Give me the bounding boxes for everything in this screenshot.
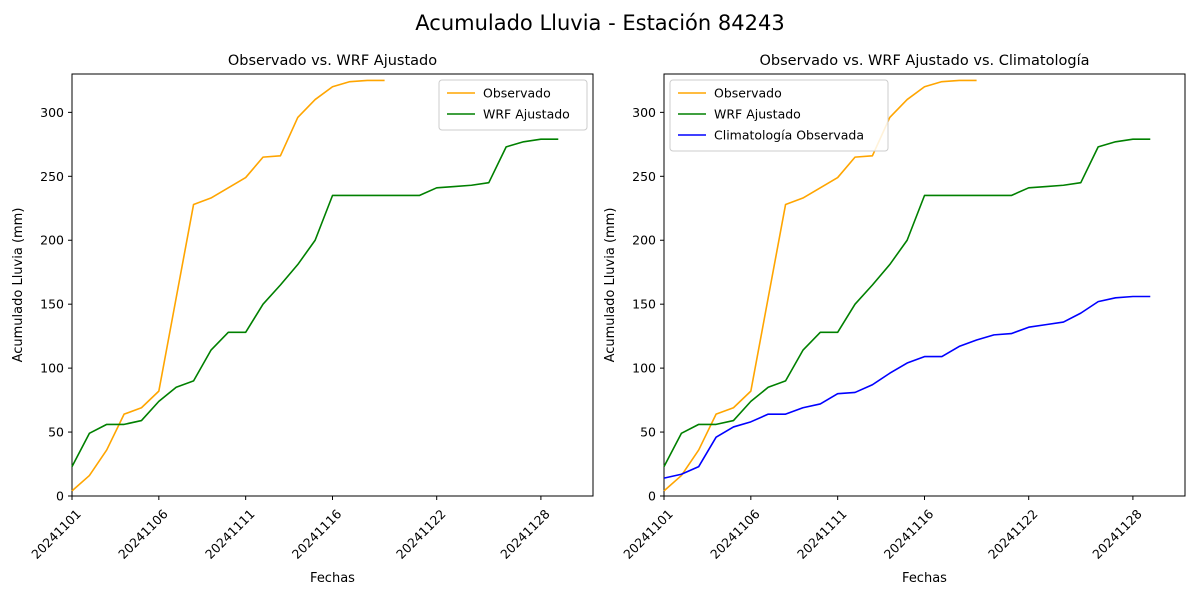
y-tick-label: 250 xyxy=(40,169,64,184)
legend: Observado WRF Ajustado xyxy=(438,79,588,131)
chart-panel-2: Observado vs. WRF Ajustado vs. Climatolo… xyxy=(603,53,1186,586)
chart-panel-1: Observado vs. WRF Ajustado 0 50 100 150 200 25… xyxy=(11,53,594,586)
legend-box xyxy=(669,79,889,152)
x-axis-label: Fechas xyxy=(310,571,355,586)
y-tick-label: 300 xyxy=(40,105,64,120)
y-axis-label: Acumulado Lluvia (mm) xyxy=(603,208,618,363)
y-tick-label: 50 xyxy=(640,425,656,440)
plot-area xyxy=(71,73,594,497)
legend: Observado WRF Ajustado Climatología Observ… xyxy=(669,79,889,152)
x-tick-label: 20241128 xyxy=(1089,506,1145,562)
y-tick-label: 200 xyxy=(632,233,656,248)
x-tick-label: 20241128 xyxy=(497,506,553,562)
y-tick-label: 50 xyxy=(48,425,64,440)
legend-label: Observado xyxy=(714,86,782,101)
series-line-climatologia-observada xyxy=(663,295,1151,479)
y-tick-label: 100 xyxy=(40,361,64,376)
x-tick-label: 20241116 xyxy=(881,506,937,562)
x-tick-label: 20241106 xyxy=(707,506,763,562)
x-tick-label: 20241111 xyxy=(794,506,850,562)
x-tick-label: 20241106 xyxy=(115,506,171,562)
series-line-observado xyxy=(663,79,977,492)
y-tick-label: 300 xyxy=(632,105,656,120)
figure-title: Acumulado Lluvia - Estación 84243 xyxy=(415,11,784,35)
y-tick-label: 0 xyxy=(648,489,656,504)
y-axis-label: Acumulado Lluvia (mm) xyxy=(11,208,26,363)
x-tick-label: 20241101 xyxy=(28,506,84,562)
y-tick-label: 0 xyxy=(56,489,64,504)
chart-title: Observado vs. WRF Ajustado vs. Climatolo… xyxy=(760,53,1090,69)
x-tick-label: 20241111 xyxy=(202,506,258,562)
x-axis-label: Fechas xyxy=(902,571,947,586)
legend-label: WRF Ajustado xyxy=(483,107,570,122)
y-tick-label: 150 xyxy=(40,297,64,312)
x-tick-label: 20241101 xyxy=(620,506,676,562)
y-tick-label: 100 xyxy=(632,361,656,376)
x-tick-label: 20241122 xyxy=(985,506,1041,562)
legend-box xyxy=(438,79,588,131)
legend-label: Observado xyxy=(483,86,551,101)
x-tick-label: 20241122 xyxy=(393,506,449,562)
y-tick-label: 200 xyxy=(40,233,64,248)
y-tick-label: 250 xyxy=(632,169,656,184)
y-tick-label: 150 xyxy=(632,297,656,312)
series-line-observado xyxy=(71,79,385,492)
series-line-wrf-ajustado xyxy=(71,138,559,467)
legend-label: Climatología Observada xyxy=(714,128,864,143)
legend-label: WRF Ajustado xyxy=(714,107,801,122)
x-tick-label: 20241116 xyxy=(289,506,345,562)
series-line-wrf-ajustado xyxy=(663,138,1151,467)
chart-title: Observado vs. WRF Ajustado xyxy=(228,53,437,69)
